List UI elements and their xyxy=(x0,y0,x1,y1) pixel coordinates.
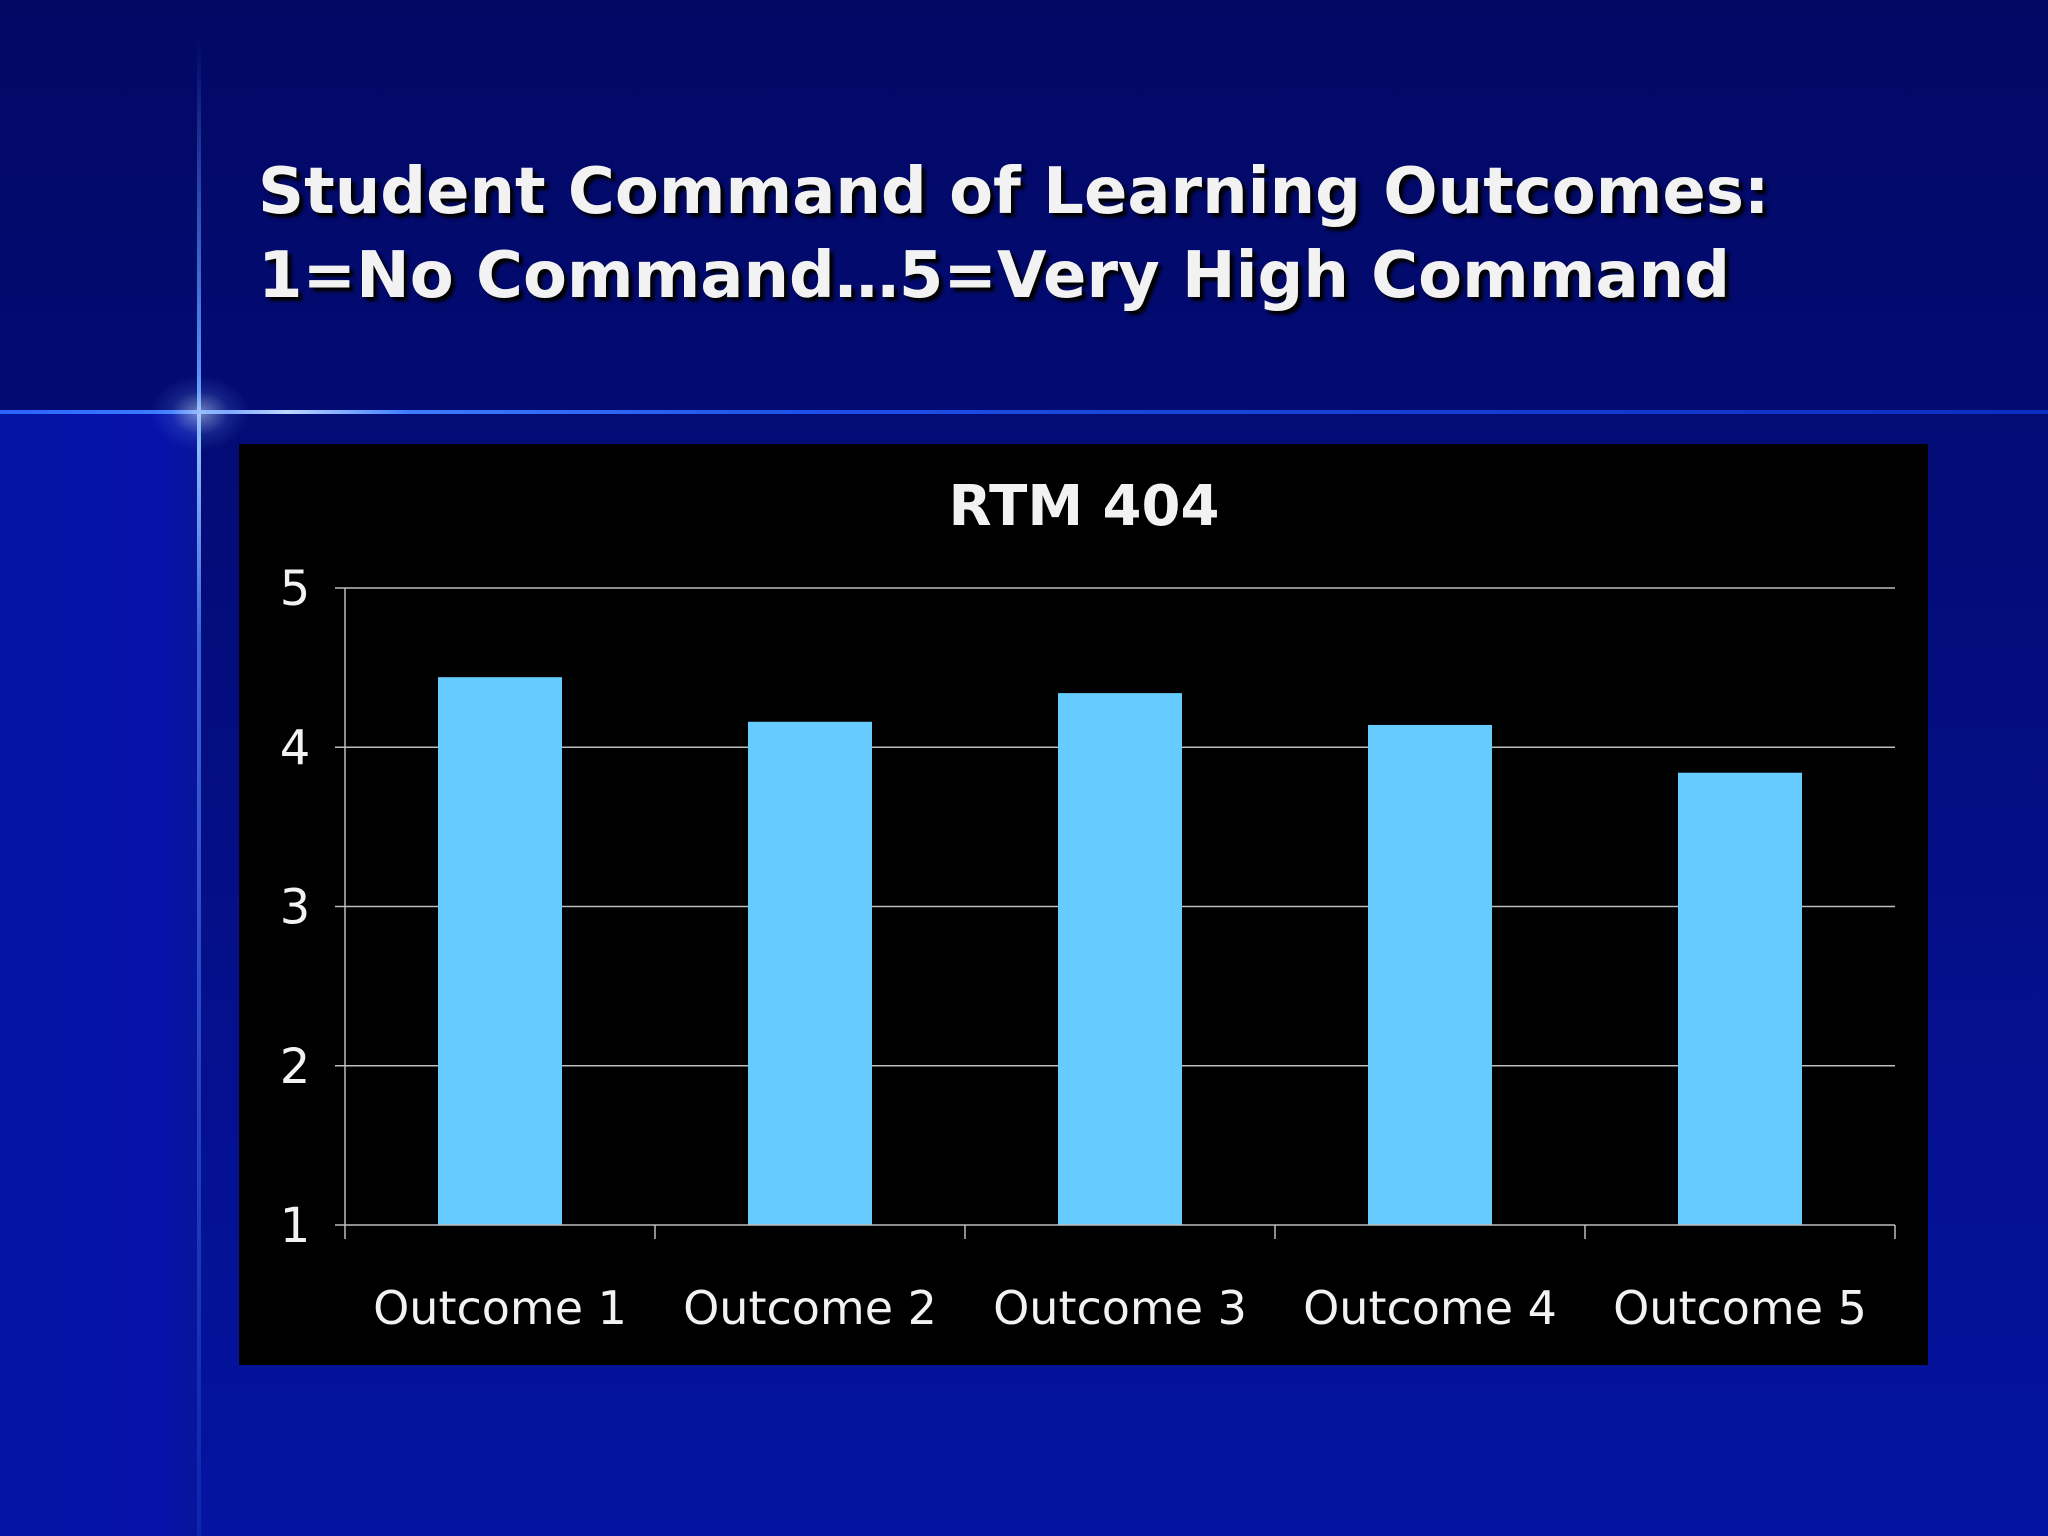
bar xyxy=(1058,693,1182,1225)
y-tick-label: 4 xyxy=(280,720,311,776)
left-accent-strip xyxy=(0,412,198,1536)
slide-title-line-2: 1=No Command…5=Very High Command xyxy=(258,239,1731,313)
line-intersection-glow xyxy=(150,375,250,451)
x-category-label: Outcome 1 xyxy=(373,1281,627,1335)
x-category-label: Outcome 5 xyxy=(1613,1281,1867,1335)
bar xyxy=(438,677,562,1225)
vertical-accent-line xyxy=(197,40,201,1536)
x-category-label: Outcome 4 xyxy=(1303,1281,1557,1335)
axis-labels: 1 2 3 4 5 Outcome 1 Outcome 2 Outcome 3 Outcome … xyxy=(280,561,1867,1335)
x-category-label: Outcome 2 xyxy=(683,1281,937,1335)
bar xyxy=(1368,724,1492,1225)
slide-title: Student Command of Learning Outcomes: 1=… xyxy=(258,150,1858,318)
bar xyxy=(1678,772,1802,1225)
y-tick-label: 1 xyxy=(280,1198,311,1254)
bar-chart: RTM 404 1 2 3 4 5 Outcome 1 Outcome 2 Outcome 3… xyxy=(280,474,1896,1335)
header-band xyxy=(0,0,2048,412)
slide-title-line-1: Student Command of Learning Outcomes: xyxy=(258,155,1770,229)
y-tick-label: 5 xyxy=(280,561,311,617)
horizontal-accent-line xyxy=(0,410,2048,414)
x-category-label: Outcome 3 xyxy=(993,1281,1247,1335)
axes xyxy=(335,587,1896,1239)
bar xyxy=(748,721,872,1225)
chart-panel: RTM 404 1 2 3 4 5 Outcome 1 Outcome 2 Outcome 3… xyxy=(239,444,1928,1365)
y-tick-label: 2 xyxy=(280,1039,311,1095)
bars xyxy=(438,677,1802,1225)
y-tick-label: 3 xyxy=(280,880,311,936)
chart-title: RTM 404 xyxy=(949,474,1220,539)
